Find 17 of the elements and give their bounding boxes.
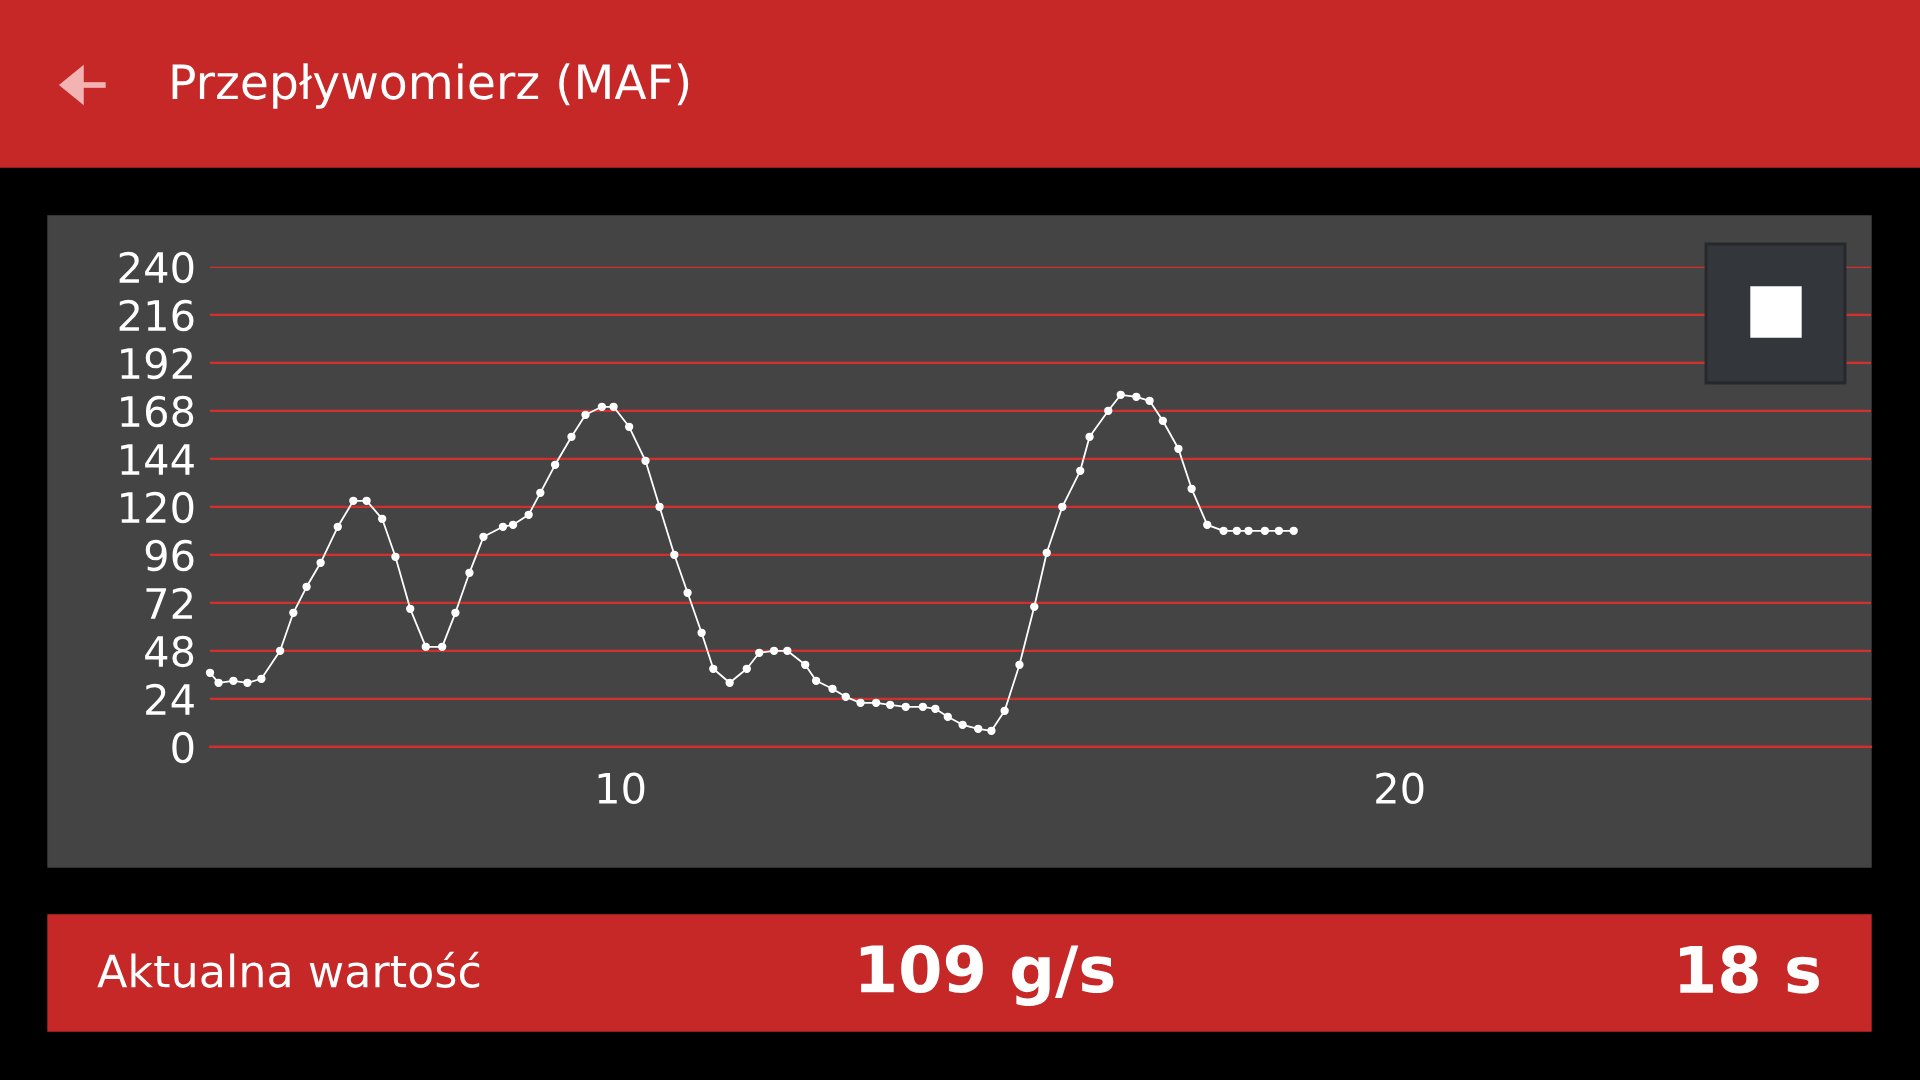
y-tick-label: 72 [146,587,192,619]
y-tick-label: 24 [146,683,194,715]
text: 18 s [1680,945,1819,994]
text: 109 g/s [860,944,1114,1006]
text: Aktualna wartość [97,951,480,988]
y-tick-label: 48 [145,635,194,668]
x-tick-label: 10 [598,772,645,805]
y-tick-label: 0 [172,731,194,764]
y-tick-label: 144 [121,444,194,475]
y-tick-label: 120 [121,491,194,524]
x-tick-label: 20 [1376,772,1424,805]
chart-title: Przepływomierz (MAF) [172,63,689,109]
y-tick-label: 96 [145,539,194,572]
y-tick-label: 168 [121,395,194,428]
y-tick-label: 240 [119,251,194,284]
y-tick-label: 216 [119,299,194,332]
y-tick-label: 192 [121,347,192,380]
